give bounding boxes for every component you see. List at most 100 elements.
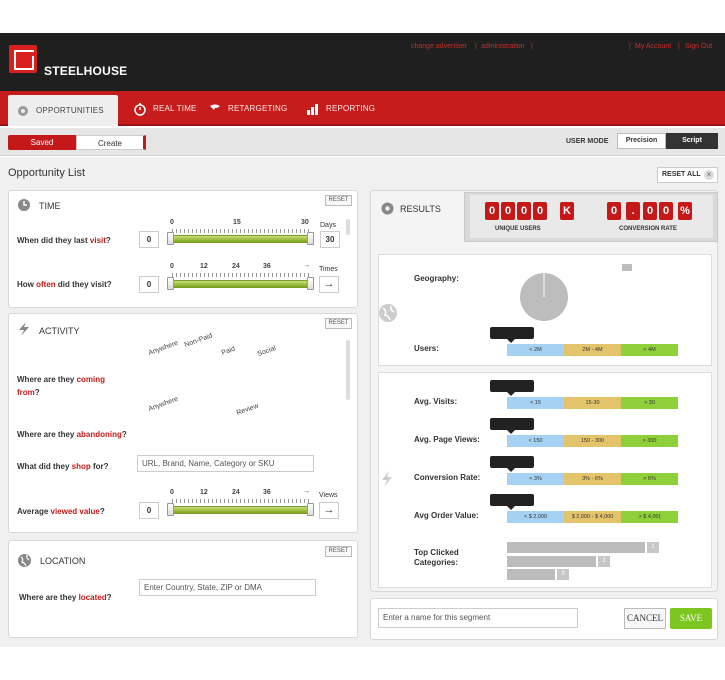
slider-handle-min[interactable] bbox=[167, 232, 174, 245]
rank-label: 1 bbox=[647, 542, 659, 553]
users-bar-high[interactable]: > 4M bbox=[621, 344, 678, 356]
last-visit-slider[interactable] bbox=[170, 235, 312, 243]
avg-page-views-pointer[interactable] bbox=[490, 418, 534, 434]
scrollbar[interactable] bbox=[346, 219, 350, 235]
close-icon: × bbox=[704, 170, 714, 180]
activity-reset-button[interactable]: RESET bbox=[325, 318, 352, 329]
globe-icon bbox=[18, 554, 31, 567]
avg-visits-pointer[interactable] bbox=[490, 380, 534, 396]
conversion-digit: 0 bbox=[659, 202, 673, 220]
tick-label: 12 bbox=[200, 489, 208, 496]
avg-visits-label: Avg. Visits: bbox=[414, 397, 458, 406]
avg-visits-bar-mid[interactable]: 15-30 bbox=[564, 397, 621, 409]
conversion-bar-mid[interactable]: 3% - 6% bbox=[564, 473, 621, 485]
viewed-value-min[interactable]: 0 bbox=[139, 502, 159, 519]
create-button[interactable]: Create bbox=[76, 135, 146, 150]
slider-ticks bbox=[172, 229, 310, 233]
tab-opportunities[interactable]: OPPORTUNITIES bbox=[8, 95, 118, 126]
scrollbar[interactable] bbox=[346, 340, 350, 400]
days-unit: Days bbox=[320, 222, 336, 229]
users-bar-mid[interactable]: 2M - 4M bbox=[564, 344, 621, 356]
results-title: RESULTS bbox=[400, 204, 441, 214]
page-views-bar-low[interactable]: < 150 bbox=[507, 435, 564, 447]
order-bar-low[interactable]: < $ 2,000 bbox=[507, 511, 564, 523]
tick-label: 24 bbox=[232, 489, 240, 496]
tab-reporting[interactable]: REPORTING bbox=[298, 91, 375, 126]
question-shop-for: What did they shop for? bbox=[17, 462, 109, 471]
separator: | bbox=[678, 43, 680, 50]
globe-icon bbox=[379, 304, 397, 322]
tick-label: → bbox=[303, 488, 310, 495]
top-clicked-label-1: Top Clicked bbox=[414, 548, 459, 557]
separator: | bbox=[531, 43, 533, 50]
tick-label: 0 bbox=[170, 219, 174, 226]
segment-name-input[interactable]: Enter a name for this segment bbox=[378, 608, 578, 628]
avg-page-views-label: Avg. Page Views: bbox=[414, 435, 480, 444]
slider-handle-min[interactable] bbox=[167, 277, 174, 290]
flag-icon bbox=[210, 104, 220, 110]
conversion-pointer[interactable] bbox=[490, 456, 534, 472]
avg-visits-bar-low[interactable]: < 15 bbox=[507, 397, 564, 409]
cancel-button[interactable]: CANCEL bbox=[624, 608, 666, 629]
frequency-slider[interactable] bbox=[170, 280, 312, 288]
shop-search-input[interactable]: URL, Brand, Name, Category or SKU bbox=[137, 455, 314, 472]
conversion-bar-high[interactable]: > 6% bbox=[621, 473, 678, 485]
users-digit: 0 bbox=[501, 202, 515, 220]
order-bar-mid[interactable]: $ 2,000 - $ 4,000 bbox=[564, 511, 621, 523]
users-pointer[interactable] bbox=[490, 327, 534, 343]
gear-icon bbox=[381, 202, 394, 215]
precision-mode-button[interactable]: Precision bbox=[617, 133, 666, 149]
slider-handle-max[interactable] bbox=[307, 232, 314, 245]
lightning-icon bbox=[382, 471, 392, 487]
users-digit: K bbox=[560, 202, 574, 220]
separator: | bbox=[475, 43, 477, 50]
arrow-right-icon[interactable]: → bbox=[319, 276, 339, 293]
conversion-digit: 0 bbox=[607, 202, 621, 220]
conversion-bar-low[interactable]: < 3% bbox=[507, 473, 564, 485]
location-reset-button[interactable]: RESET bbox=[325, 546, 352, 557]
conversion-rate-label: CONVERSION RATE bbox=[619, 226, 677, 232]
unique-users-label: UNIQUE USERS bbox=[495, 226, 541, 232]
slider-ticks bbox=[172, 273, 310, 277]
location-input[interactable]: Enter Country, State, ZIP or DMA bbox=[139, 579, 316, 596]
order-bar-high[interactable]: > $ 4,00( bbox=[621, 511, 678, 523]
tab-label: REAL TIME bbox=[153, 104, 197, 113]
arrow-right-icon[interactable]: → bbox=[319, 502, 339, 519]
change-advertiser-link[interactable]: change advertiser bbox=[411, 43, 467, 50]
tick-label: → bbox=[303, 262, 310, 269]
users-bar-low[interactable]: < 2M bbox=[507, 344, 564, 356]
tick-label: 0 bbox=[170, 489, 174, 496]
script-mode-button[interactable]: Script bbox=[666, 133, 718, 149]
administration-link[interactable]: administration bbox=[481, 43, 525, 50]
question-visit-frequency: How often did they visit? bbox=[17, 280, 112, 289]
avg-order-pointer[interactable] bbox=[490, 494, 534, 510]
users-label: Users: bbox=[414, 344, 439, 353]
save-button[interactable]: SAVE bbox=[670, 608, 712, 629]
conversion-digit: % bbox=[678, 202, 692, 220]
tab-real-time[interactable]: REAL TIME bbox=[125, 91, 197, 126]
saved-button[interactable]: Saved bbox=[8, 135, 76, 150]
sign-out-link[interactable]: Sign Out bbox=[685, 43, 713, 50]
conversion-rate-row-label: Conversion Rate: bbox=[414, 473, 481, 482]
last-visit-min[interactable]: 0 bbox=[139, 231, 159, 248]
viewed-value-slider[interactable] bbox=[170, 506, 312, 514]
last-visit-max[interactable]: 30 bbox=[320, 231, 340, 248]
clock-icon bbox=[18, 199, 30, 211]
slider-handle-max[interactable] bbox=[307, 503, 314, 516]
reset-all-button[interactable]: RESET ALL × bbox=[657, 167, 718, 183]
conversion-digit: . bbox=[626, 202, 640, 220]
page-views-bar-mid[interactable]: 150 - 300 bbox=[564, 435, 621, 447]
slider-ticks bbox=[172, 499, 310, 503]
time-reset-button[interactable]: RESET bbox=[325, 195, 352, 206]
slider-handle-min[interactable] bbox=[167, 503, 174, 516]
stopwatch-icon bbox=[134, 102, 146, 116]
my-account-link[interactable]: My Account bbox=[635, 43, 672, 50]
tab-label: RETARGETING bbox=[228, 104, 288, 113]
frequency-min[interactable]: 0 bbox=[139, 276, 159, 293]
avg-visits-bar-high[interactable]: > 30 bbox=[621, 397, 678, 409]
tab-retargeting[interactable]: RETARGETING bbox=[200, 91, 287, 126]
slider-handle-max[interactable] bbox=[307, 277, 314, 290]
geography-label: Geography: bbox=[414, 274, 459, 283]
page-views-bar-high[interactable]: > 300 bbox=[621, 435, 678, 447]
geography-pie-chart bbox=[520, 273, 568, 321]
